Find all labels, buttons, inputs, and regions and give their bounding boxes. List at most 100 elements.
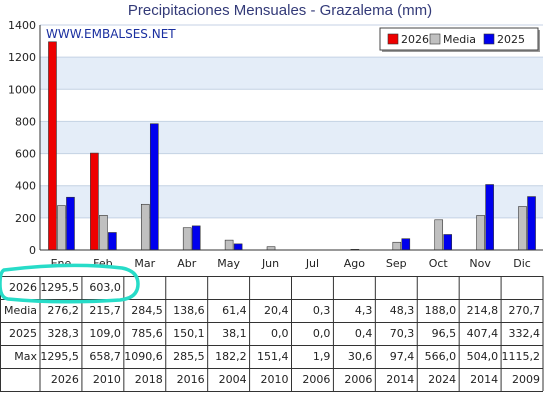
table-cell: 2026 bbox=[51, 373, 79, 386]
table-cell: 1295,5 bbox=[40, 281, 79, 294]
bar-2026-feb bbox=[90, 152, 99, 251]
bar-2025-oct bbox=[443, 234, 453, 251]
table-cell: 603,0 bbox=[89, 281, 121, 294]
table-cell: 151,4 bbox=[257, 350, 289, 363]
table-cell: 566,0 bbox=[425, 350, 457, 363]
table-cell: 284,5 bbox=[131, 304, 163, 317]
table-cell: 785,6 bbox=[131, 327, 163, 340]
legend-label: 2025 bbox=[497, 33, 525, 46]
y-tick-label: 1000 bbox=[8, 83, 36, 96]
table-cell: 285,5 bbox=[173, 350, 205, 363]
table-row-label: Max bbox=[14, 350, 37, 363]
bar-2025-may bbox=[233, 243, 243, 251]
x-tick-label: Nov bbox=[469, 257, 491, 270]
table-cell: 276,2 bbox=[47, 304, 79, 317]
bar-2025-mar bbox=[149, 123, 159, 251]
table-cell: 0,0 bbox=[271, 327, 289, 340]
table-cell: 328,3 bbox=[47, 327, 79, 340]
x-tick-label: Ene bbox=[51, 257, 72, 270]
table-cell: 1,9 bbox=[313, 350, 331, 363]
bar-media-may bbox=[224, 239, 234, 251]
bar-media-abr bbox=[182, 227, 192, 251]
table-cell: 0,3 bbox=[313, 304, 331, 317]
table-cell: 0,4 bbox=[355, 327, 373, 340]
bar-2025-dic bbox=[527, 196, 536, 251]
table-cell: 48,3 bbox=[390, 304, 415, 317]
x-tick-label: Sep bbox=[386, 257, 407, 270]
x-tick-label: Ago bbox=[344, 257, 366, 270]
legend-label: 2026 bbox=[401, 33, 429, 46]
table-cell: 658,7 bbox=[89, 350, 121, 363]
x-tick-label: Jul bbox=[305, 257, 319, 270]
y-tick-label: 200 bbox=[15, 212, 36, 225]
table-cell: 2006 bbox=[344, 373, 372, 386]
bar-2025-feb bbox=[108, 232, 117, 251]
x-tick-label: May bbox=[217, 257, 240, 270]
x-tick-label: Abr bbox=[177, 257, 197, 270]
table-cell: 2004 bbox=[219, 373, 247, 386]
table-cell: 2009 bbox=[512, 373, 540, 386]
table-row-label: Media bbox=[4, 304, 37, 317]
table-cell: 38,1 bbox=[222, 327, 247, 340]
grid-band bbox=[40, 185, 543, 218]
table-cell: 182,2 bbox=[215, 350, 247, 363]
watermark-text: WWW.EMBALSES.NET bbox=[46, 27, 176, 41]
table-cell: 138,6 bbox=[173, 304, 205, 317]
table-cell: 0,0 bbox=[313, 327, 331, 340]
table-cell: 2010 bbox=[261, 373, 289, 386]
bar-media-ene bbox=[57, 205, 66, 251]
y-tick-label: 800 bbox=[15, 115, 36, 128]
table-cell: 4,3 bbox=[355, 304, 373, 317]
table-cell: 407,4 bbox=[467, 327, 499, 340]
table-cell: 2010 bbox=[93, 373, 121, 386]
x-tick-label: Feb bbox=[93, 257, 112, 270]
table-cell: 20,4 bbox=[264, 304, 289, 317]
table-cell: 1115,2 bbox=[502, 350, 541, 363]
bar-media-sep bbox=[392, 241, 402, 251]
bar-2026-ene bbox=[48, 41, 57, 251]
table-cell: 2006 bbox=[302, 373, 330, 386]
legend-label: Media bbox=[443, 33, 476, 46]
legend-swatch bbox=[483, 33, 495, 45]
table-cell: 2014 bbox=[386, 373, 414, 386]
x-tick-label: Jun bbox=[261, 257, 279, 270]
x-tick-label: Dic bbox=[513, 257, 531, 270]
legend-swatch bbox=[387, 33, 399, 45]
bar-media-mar bbox=[140, 203, 150, 251]
grid-band bbox=[40, 121, 543, 154]
legend-swatch bbox=[429, 33, 441, 45]
y-tick-label: 1200 bbox=[8, 51, 36, 64]
table-cell: 214,8 bbox=[467, 304, 499, 317]
table-cell: 150,1 bbox=[173, 327, 205, 340]
table-cell: 2018 bbox=[135, 373, 163, 386]
table-cell: 2024 bbox=[428, 373, 456, 386]
table-cell: 332,4 bbox=[509, 327, 541, 340]
table-cell: 215,7 bbox=[89, 304, 121, 317]
x-tick-label: Oct bbox=[429, 257, 449, 270]
legend-box bbox=[379, 27, 539, 51]
x-tick-label: Mar bbox=[134, 257, 155, 270]
table-cell: 96,5 bbox=[432, 327, 457, 340]
table-row-label: 2026 bbox=[9, 281, 37, 294]
bar-2025-abr bbox=[191, 225, 201, 251]
table-cell: 504,0 bbox=[467, 350, 499, 363]
y-tick-label: 600 bbox=[15, 148, 36, 161]
grid-band bbox=[40, 57, 543, 90]
table-cell: 2016 bbox=[177, 373, 205, 386]
bar-2025-ene bbox=[66, 196, 75, 251]
table-cell: 109,0 bbox=[89, 327, 121, 340]
bar-media-dic bbox=[518, 206, 527, 251]
y-tick-label: 1400 bbox=[8, 19, 36, 32]
table-row-label: 2025 bbox=[9, 327, 37, 340]
bar-2025-nov bbox=[485, 184, 494, 251]
table-cell: 61,4 bbox=[222, 304, 247, 317]
table-cell: 270,7 bbox=[509, 304, 541, 317]
bar-2025-sep bbox=[401, 238, 411, 251]
bar-media-feb bbox=[99, 215, 108, 251]
chart-title: Precipitaciones Mensuales - Grazalema (m… bbox=[127, 2, 433, 19]
bar-media-nov bbox=[476, 215, 485, 251]
table-cell: 97,4 bbox=[390, 350, 415, 363]
y-tick-label: 400 bbox=[15, 180, 36, 193]
